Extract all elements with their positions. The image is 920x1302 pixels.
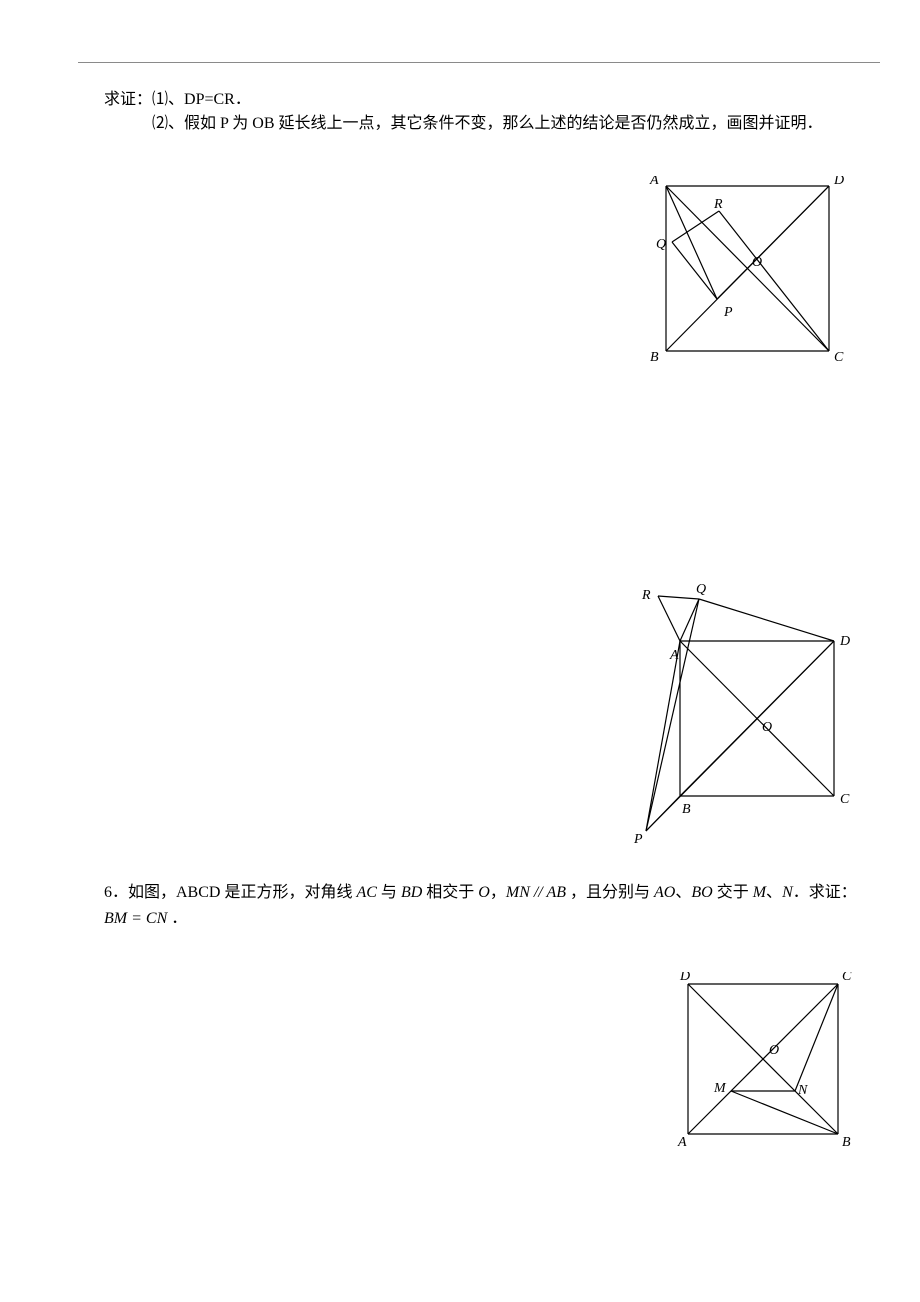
svg-text:O: O: [769, 1043, 779, 1058]
svg-text:N: N: [797, 1083, 808, 1098]
figure-2-svg: A D B C O P Q R: [614, 581, 859, 851]
svg-text:P: P: [633, 832, 643, 847]
svg-text:R: R: [713, 197, 723, 212]
prove-part1: ⑴、DP=CR．: [152, 91, 251, 108]
svg-text:Q: Q: [656, 237, 666, 252]
svg-text:C: C: [834, 350, 844, 365]
p6-ab: AB: [546, 884, 566, 901]
figure-3: A B C D O M N: [674, 972, 859, 1162]
prove-prefix: 求证：: [104, 91, 152, 108]
svg-text:D: D: [839, 634, 850, 649]
p6-eq-r: CN: [146, 910, 167, 927]
p6-m: M: [753, 884, 766, 901]
prove-line-2: ⑵、假如 P 为 OB 延长线上一点，其它条件不变，那么上述的结论是否仍然成立，…: [104, 112, 880, 136]
p6-ac: AC: [356, 884, 376, 901]
svg-text:Q: Q: [696, 582, 706, 597]
p6-t3: 相交于: [422, 884, 478, 901]
p6-bd: BD: [401, 884, 422, 901]
svg-text:A: A: [669, 648, 679, 663]
svg-text:P: P: [723, 305, 733, 320]
p6-n: N: [782, 884, 793, 901]
svg-text:D: D: [833, 176, 844, 188]
figure-1-svg: A D B C O P Q R: [644, 176, 854, 371]
p6-mn: MN: [506, 884, 530, 901]
figure-3-svg: A B C D O M N: [674, 972, 859, 1157]
problem-6: 6．如图，ABCD 是正方形，对角线 AC 与 BD 相交于 O，MN // A…: [104, 880, 904, 932]
svg-text:M: M: [713, 1081, 727, 1096]
page-content: 求证：⑴、DP=CR． ⑵、假如 P 为 OB 延长线上一点，其它条件不变，那么…: [104, 88, 880, 136]
prove-line-1: 求证：⑴、DP=CR．: [104, 88, 880, 112]
p6-t7: 交于: [713, 884, 753, 901]
svg-text:D: D: [679, 972, 690, 984]
p6-t6: 、: [675, 884, 691, 901]
svg-text:O: O: [752, 255, 762, 270]
p6-t9: ．求证：: [793, 884, 857, 901]
p6-par: //: [530, 884, 547, 901]
svg-text:R: R: [641, 588, 651, 603]
p6-eq: =: [127, 910, 146, 927]
p6-eq-l: BM: [104, 910, 127, 927]
p6-o: O: [478, 884, 490, 901]
header-divider: [78, 62, 880, 63]
p6-t2: 与: [377, 884, 401, 901]
svg-text:A: A: [649, 176, 659, 188]
svg-text:B: B: [650, 350, 659, 365]
p6-t8: 、: [766, 884, 782, 901]
p6-ao: AO: [654, 884, 675, 901]
p6-t1: 6．如图，ABCD 是正方形，对角线: [104, 884, 356, 901]
p6-bo: BO: [691, 884, 712, 901]
figure-1: A D B C O P Q R: [644, 176, 854, 376]
svg-text:B: B: [842, 1135, 851, 1150]
p6-t5: ，且分别与: [566, 884, 654, 901]
figure-2: A D B C O P Q R: [614, 581, 859, 856]
svg-text:O: O: [762, 720, 772, 735]
p6-period: ．: [167, 910, 187, 927]
svg-text:A: A: [677, 1135, 687, 1150]
svg-text:C: C: [842, 972, 852, 984]
svg-text:B: B: [682, 802, 691, 817]
svg-text:C: C: [840, 792, 850, 807]
p6-t4: ，: [490, 884, 506, 901]
